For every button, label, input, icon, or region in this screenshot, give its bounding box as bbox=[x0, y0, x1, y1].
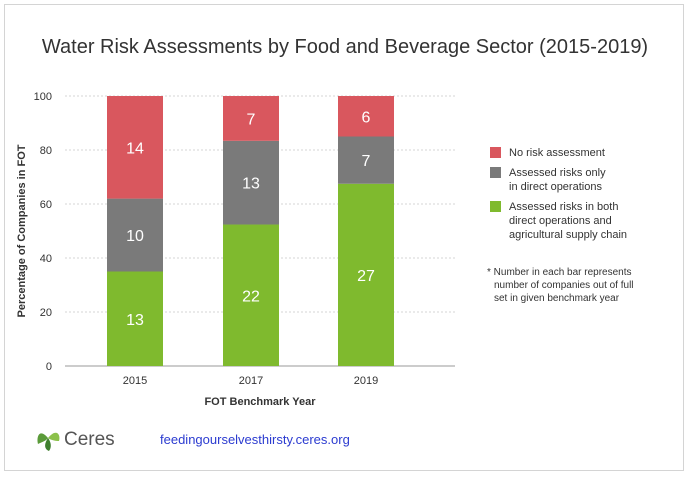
bar-segment bbox=[338, 96, 394, 137]
y-tick-label: 80 bbox=[40, 145, 52, 157]
bar-value-label: 10 bbox=[126, 228, 144, 245]
legend-swatch bbox=[490, 201, 501, 212]
bar-value-label: 14 bbox=[126, 140, 144, 157]
bar-segment bbox=[223, 96, 279, 141]
bar-value-label: 13 bbox=[126, 312, 144, 329]
legend-label: in direct operations bbox=[509, 181, 602, 193]
x-axis-label: FOT Benchmark Year bbox=[204, 396, 316, 408]
bar-segment bbox=[338, 136, 394, 184]
bar-value-label: 22 bbox=[242, 288, 260, 305]
bar-segment bbox=[107, 271, 163, 366]
bar-value-label: 7 bbox=[362, 153, 371, 170]
y-tick-label: 20 bbox=[40, 307, 52, 319]
ceres-logo-icon bbox=[37, 432, 60, 451]
bar-segment bbox=[338, 183, 394, 366]
footnote-line: set in given benchmark year bbox=[494, 293, 620, 304]
legend-swatch bbox=[490, 147, 501, 158]
bar-segment bbox=[223, 224, 279, 366]
bar-value-label: 27 bbox=[357, 268, 375, 285]
x-tick-label: 2017 bbox=[239, 375, 263, 387]
brand-name: Ceres bbox=[64, 429, 115, 450]
legend-label: Assessed risks only bbox=[509, 167, 606, 179]
x-tick-label: 2015 bbox=[123, 375, 147, 387]
x-tick-label: 2019 bbox=[354, 375, 378, 387]
bar-segment bbox=[107, 198, 163, 272]
bar-segment bbox=[107, 96, 163, 199]
y-tick-label: 100 bbox=[34, 91, 52, 103]
legend-swatch bbox=[490, 167, 501, 178]
legend-label: No risk assessment bbox=[509, 147, 605, 159]
bar-segment bbox=[223, 140, 279, 225]
footnote-line: * Number in each bar represents bbox=[487, 267, 632, 278]
legend-label: Assessed risks in both bbox=[509, 201, 618, 213]
y-tick-label: 40 bbox=[40, 253, 52, 265]
bar-value-label: 7 bbox=[247, 111, 256, 128]
y-axis-label: Percentage of Companies in FOT bbox=[16, 144, 28, 317]
footnote-line: number of companies out of full bbox=[494, 280, 634, 291]
footer-link[interactable]: feedingourselvesthirsty.ceres.org bbox=[160, 432, 350, 447]
chart-title: Water Risk Assessments by Food and Bever… bbox=[41, 36, 649, 58]
bar-value-label: 6 bbox=[362, 109, 371, 126]
bar-value-label: 13 bbox=[242, 176, 260, 193]
legend-label: direct operations and bbox=[509, 215, 612, 227]
legend-label: agricultural supply chain bbox=[509, 229, 627, 241]
y-tick-label: 60 bbox=[40, 199, 52, 211]
y-tick-label: 0 bbox=[46, 361, 52, 373]
